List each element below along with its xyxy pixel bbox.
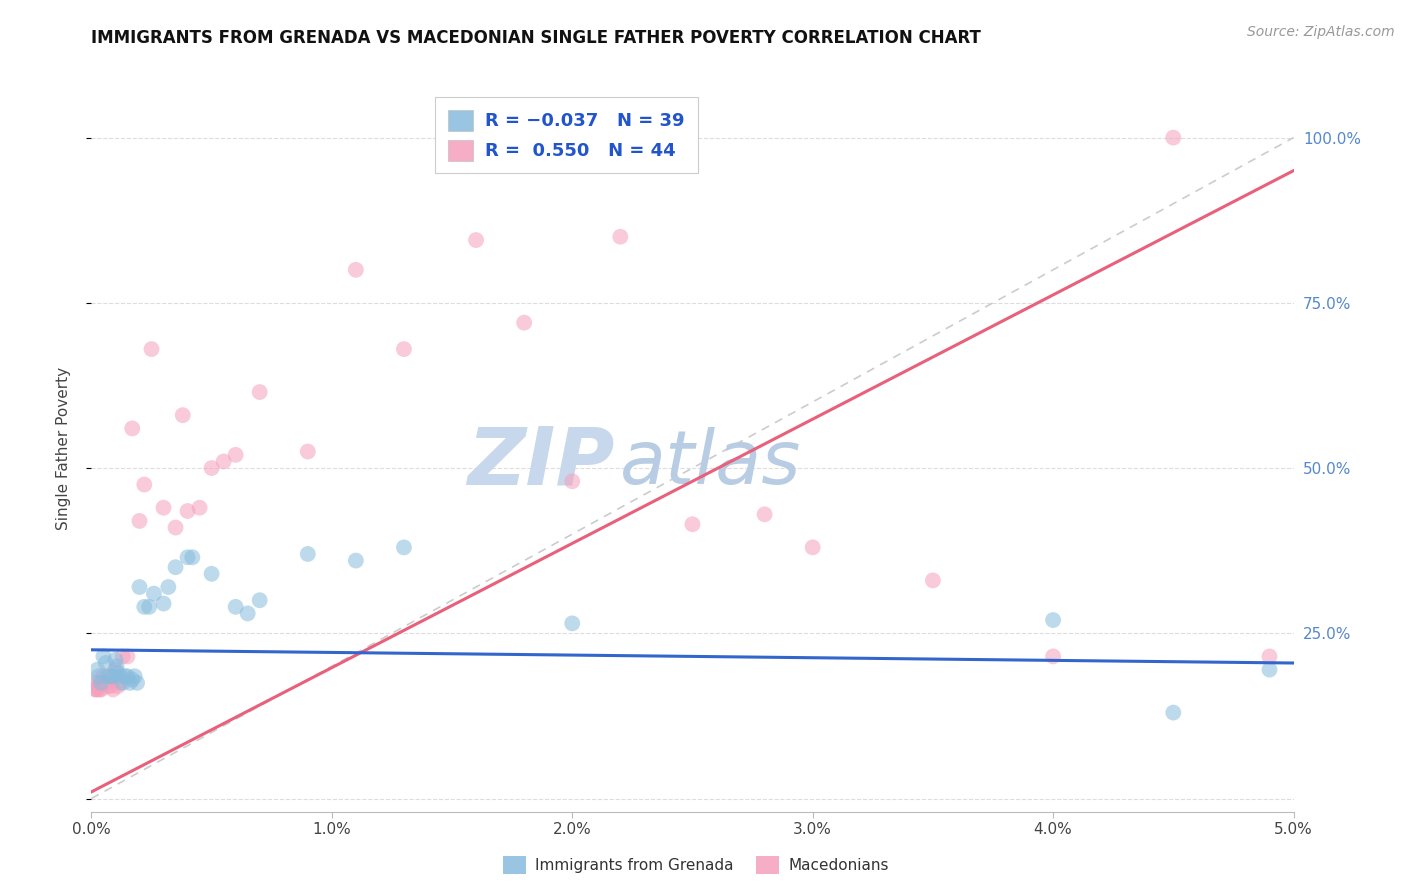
Point [297, 547, 319, 561]
Point [125, 676, 148, 690]
Point [101, 682, 124, 697]
Point [1161, 706, 1184, 720]
Point [128, 580, 150, 594]
Point [225, 448, 247, 462]
Point [97, 669, 120, 683]
Point [117, 649, 139, 664]
Point [87, 669, 110, 683]
Point [188, 500, 211, 515]
Point [104, 663, 127, 677]
Point [609, 229, 631, 244]
Point [111, 649, 134, 664]
Point [561, 475, 583, 489]
Point [86, 682, 108, 697]
Point [94, 656, 117, 670]
Point [84, 682, 107, 697]
Point [392, 541, 415, 555]
Point [93, 649, 115, 664]
Point [87, 676, 110, 690]
Point [100, 679, 122, 693]
Y-axis label: Single Father Poverty: Single Father Poverty [56, 367, 70, 530]
Point [1042, 649, 1064, 664]
Point [922, 574, 945, 588]
Point [121, 421, 143, 435]
Point [97, 679, 120, 693]
Point [165, 520, 187, 534]
Point [152, 597, 174, 611]
Point [101, 669, 124, 683]
Point [118, 676, 141, 690]
Point [165, 560, 187, 574]
Point [107, 665, 129, 680]
Point [141, 342, 163, 356]
Point [392, 342, 415, 356]
Text: IMMIGRANTS FROM GRENADA VS MACEDONIAN SINGLE FATHER POVERTY CORRELATION CHART: IMMIGRANTS FROM GRENADA VS MACEDONIAN SI… [91, 29, 981, 47]
Point [1042, 613, 1064, 627]
Legend: Immigrants from Grenada, Macedonians: Immigrants from Grenada, Macedonians [496, 850, 896, 880]
Point [754, 508, 776, 522]
Point [105, 659, 128, 673]
Point [513, 316, 536, 330]
Point [90, 676, 112, 690]
Point [90, 682, 112, 697]
Text: ZIP: ZIP [467, 424, 614, 502]
Point [201, 566, 224, 581]
Point [465, 233, 488, 247]
Point [152, 500, 174, 515]
Point [94, 676, 117, 690]
Point [1161, 130, 1184, 145]
Text: atlas: atlas [620, 426, 801, 499]
Point [249, 385, 271, 400]
Point [1258, 663, 1281, 677]
Point [117, 669, 139, 683]
Point [176, 550, 198, 565]
Point [1258, 649, 1281, 664]
Point [201, 461, 224, 475]
Point [89, 682, 111, 697]
Point [111, 676, 134, 690]
Point [93, 669, 115, 683]
Point [225, 599, 247, 614]
Point [157, 580, 180, 594]
Point [681, 517, 703, 532]
Point [128, 514, 150, 528]
Point [344, 262, 367, 277]
Point [121, 673, 143, 687]
Point [561, 616, 583, 631]
Point [249, 593, 271, 607]
Legend: R = −0.037   N = 39, R =  0.550   N = 44: R = −0.037 N = 39, R = 0.550 N = 44 [434, 97, 697, 173]
Point [83, 676, 105, 690]
Point [84, 682, 107, 697]
Point [297, 444, 319, 458]
Point [172, 408, 194, 422]
Point [181, 550, 204, 565]
Point [110, 669, 132, 683]
Point [134, 477, 156, 491]
Point [134, 599, 156, 614]
Point [344, 553, 367, 567]
Point [176, 504, 198, 518]
Point [801, 541, 824, 555]
Point [236, 607, 259, 621]
Point [86, 663, 108, 677]
Point [212, 454, 235, 468]
Point [110, 676, 132, 690]
Point [100, 669, 122, 683]
Point [142, 587, 165, 601]
Point [114, 669, 136, 683]
Point [107, 679, 129, 693]
Point [138, 599, 160, 614]
Point [104, 653, 127, 667]
Text: Source: ZipAtlas.com: Source: ZipAtlas.com [1247, 25, 1395, 39]
Point [124, 669, 146, 683]
